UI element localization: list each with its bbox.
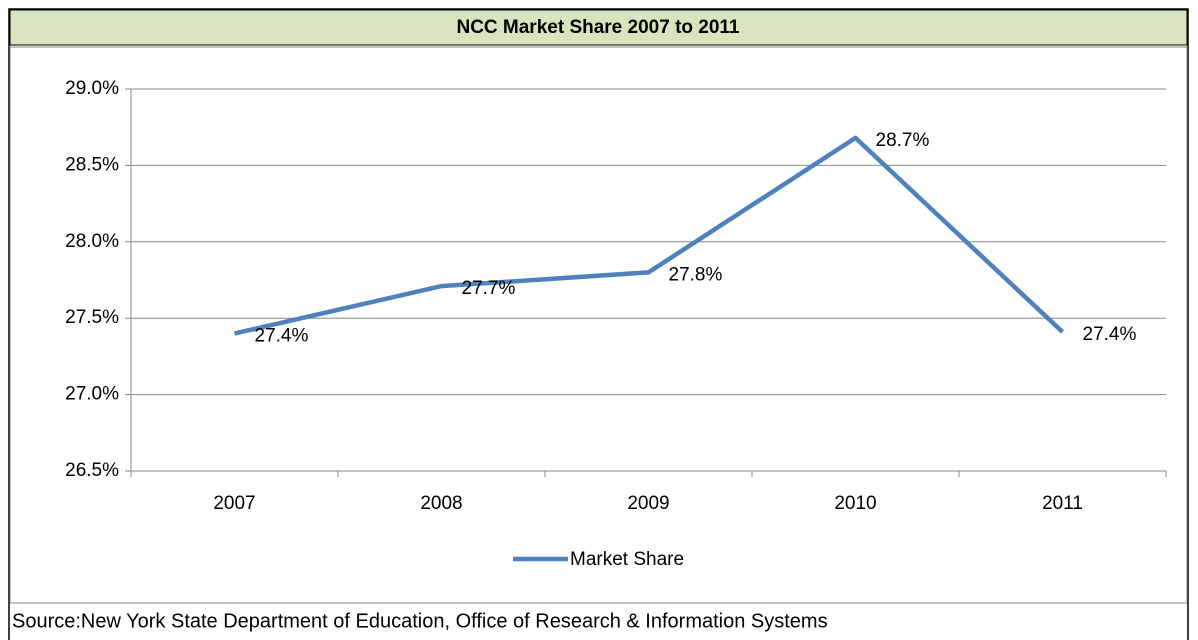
chart-title: NCC Market Share 2007 to 2011 xyxy=(456,17,739,38)
chart-frame xyxy=(9,46,1188,604)
x-tick-label: 2011 xyxy=(1042,493,1083,514)
title-bar xyxy=(9,9,1188,46)
source-note: Source:New York State Department of Educ… xyxy=(12,610,828,632)
x-tick-label: 2009 xyxy=(627,493,669,514)
data-label: 28.7% xyxy=(876,130,930,151)
outer-frame xyxy=(8,8,1189,640)
y-tick-label: 28.0% xyxy=(65,231,119,252)
data-label: 27.4% xyxy=(1083,324,1137,345)
x-tick-label: 2010 xyxy=(834,493,876,514)
legend-label: Market Share xyxy=(570,549,684,570)
x-tick-label: 2008 xyxy=(420,493,462,514)
series-line xyxy=(233,135,1065,336)
y-tick-label: 26.5% xyxy=(65,460,119,481)
y-tick-label: 29.0% xyxy=(65,78,119,99)
data-label: 27.8% xyxy=(669,264,723,285)
data-label: 27.7% xyxy=(462,278,516,299)
y-tick-label: 28.5% xyxy=(65,154,119,175)
y-tick-label: 27.5% xyxy=(65,307,119,328)
x-tick-label: 2007 xyxy=(213,493,255,514)
data-label: 27.4% xyxy=(255,325,309,346)
y-tick-label: 27.0% xyxy=(65,384,119,405)
